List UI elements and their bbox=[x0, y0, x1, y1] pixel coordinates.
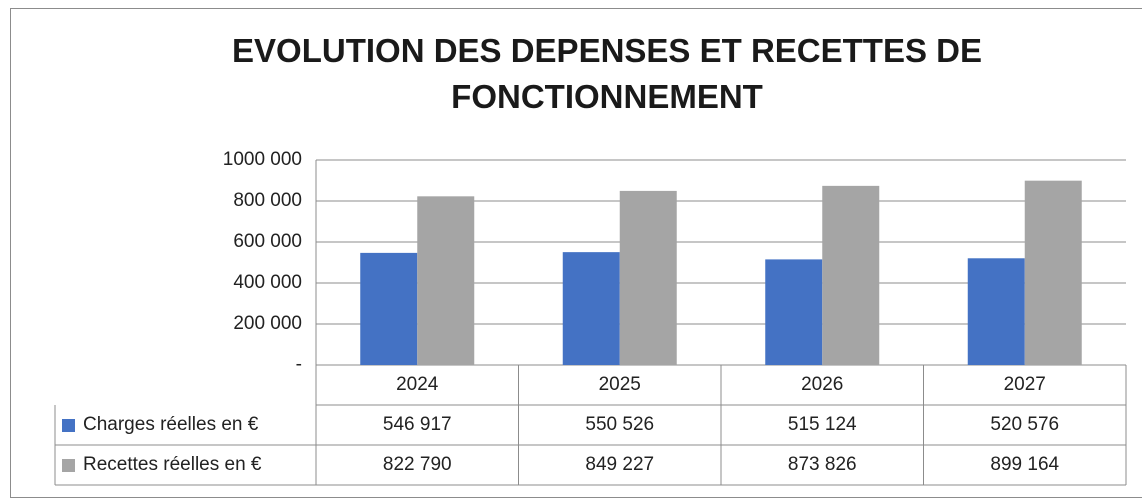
table-value: 822 790 bbox=[383, 454, 452, 475]
y-tick-label: 1000 000 bbox=[223, 149, 302, 170]
y-tick-label: 800 000 bbox=[233, 190, 302, 211]
x-tick-label: 2026 bbox=[801, 374, 843, 395]
table-value: 550 526 bbox=[585, 414, 654, 435]
bar bbox=[619, 190, 677, 365]
chart-title: EVOLUTION DES DEPENSES ET RECETTES DE FO… bbox=[232, 32, 982, 115]
table-value: 899 164 bbox=[990, 454, 1059, 475]
bar bbox=[562, 252, 620, 365]
bar bbox=[417, 196, 475, 365]
table-value: 873 826 bbox=[788, 454, 857, 475]
bar bbox=[1024, 180, 1082, 365]
x-tick-label: 2024 bbox=[396, 374, 439, 395]
bar bbox=[765, 259, 823, 365]
x-tick-label: 2027 bbox=[1004, 374, 1046, 395]
legend-key bbox=[62, 459, 75, 472]
y-tick-label: - bbox=[296, 354, 302, 375]
x-tick-label: 2025 bbox=[599, 374, 641, 395]
table-value: 849 227 bbox=[585, 454, 654, 475]
y-tick-label: 200 000 bbox=[233, 313, 302, 334]
y-tick-label: 400 000 bbox=[233, 272, 302, 293]
bar bbox=[967, 258, 1025, 365]
legend-label: Charges réelles en € bbox=[83, 414, 259, 435]
bar bbox=[360, 252, 418, 365]
legend-label: Recettes réelles en € bbox=[83, 454, 262, 475]
table-value: 515 124 bbox=[788, 414, 857, 435]
table-value: 546 917 bbox=[383, 414, 452, 435]
y-tick-label: 600 000 bbox=[233, 231, 302, 252]
bar bbox=[822, 185, 880, 365]
legend-key bbox=[62, 419, 75, 432]
table-value: 520 576 bbox=[990, 414, 1059, 435]
